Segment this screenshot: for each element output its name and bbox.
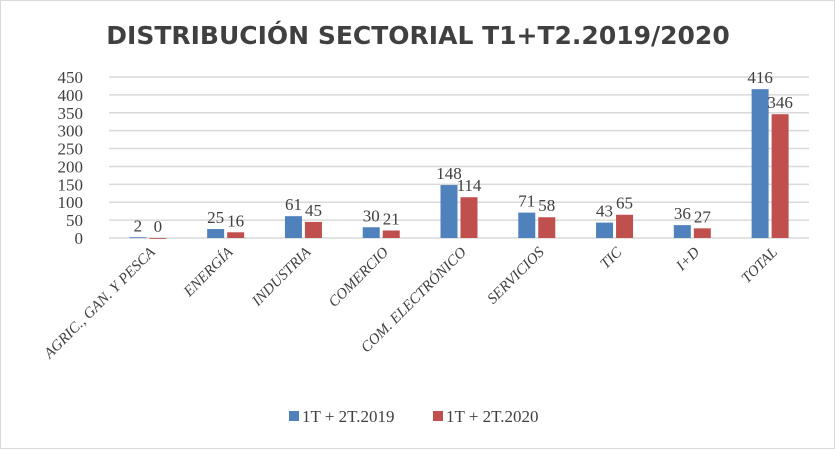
- data-label: 416: [747, 68, 773, 87]
- y-tick-label: 300: [58, 122, 84, 141]
- category-label: AGRIC., GAN. Y PESCA: [41, 244, 160, 363]
- category-label: COMERCIO: [326, 244, 392, 310]
- bar-2019: [596, 222, 614, 238]
- y-tick-label: 200: [58, 157, 84, 176]
- bar-2020: [382, 230, 400, 238]
- y-tick-label: 350: [58, 104, 84, 123]
- legend-swatch-2020: [433, 411, 443, 421]
- bar-2020: [149, 238, 167, 239]
- y-tick-label: 150: [58, 175, 84, 194]
- data-label: 25: [207, 208, 224, 227]
- y-tick-label: 50: [66, 211, 83, 230]
- bar-2019: [129, 237, 147, 239]
- category-label: TOTAL: [739, 245, 781, 287]
- bar-2020: [227, 232, 245, 238]
- data-label: 36: [674, 204, 691, 223]
- bar-2019: [751, 89, 769, 238]
- legend-label: 1T + 2T.2019: [302, 407, 395, 426]
- data-label: 21: [383, 209, 400, 228]
- bar-2019: [207, 229, 225, 238]
- bar-2019: [362, 227, 380, 238]
- bar-2019: [673, 225, 691, 238]
- category-label: I+D: [673, 244, 703, 274]
- bar-2020: [304, 221, 322, 238]
- bar-2019: [440, 185, 458, 238]
- category-label: SERVICIOS: [485, 244, 548, 307]
- legend-swatch-2019: [289, 411, 299, 421]
- data-label: 0: [154, 217, 163, 236]
- data-label: 71: [518, 192, 535, 211]
- data-label: 27: [694, 207, 712, 226]
- data-label: 114: [457, 176, 482, 195]
- data-label: 58: [538, 196, 555, 215]
- legend-label: 1T + 2T.2020: [446, 407, 539, 426]
- chart-title: DISTRIBUCIÓN SECTORIAL T1+T2.2019/2020: [106, 20, 729, 50]
- y-tick-label: 100: [58, 193, 84, 212]
- data-label: 65: [616, 194, 633, 213]
- y-tick-label: 400: [58, 86, 84, 105]
- bar-2020: [693, 228, 711, 238]
- bar-2020: [538, 217, 556, 238]
- category-label: INDUSTRIA: [249, 244, 315, 310]
- data-label: 2: [134, 216, 143, 235]
- bar-2020: [616, 214, 634, 238]
- bar-2020: [460, 197, 478, 238]
- data-label: 30: [363, 206, 380, 225]
- data-label: 43: [596, 202, 613, 221]
- data-label: 45: [305, 201, 322, 220]
- data-label: 346: [767, 93, 793, 112]
- data-label: 61: [285, 195, 302, 214]
- category-label: TIC: [598, 244, 627, 273]
- bar-2019: [518, 212, 536, 238]
- y-tick-label: 250: [58, 140, 84, 159]
- data-label: 148: [436, 164, 462, 183]
- bar-2019: [284, 216, 302, 238]
- category-label: ENERGÍA: [180, 243, 238, 301]
- y-tick-label: 450: [58, 68, 84, 87]
- bar-2020: [771, 114, 789, 238]
- y-tick-label: 0: [75, 229, 84, 248]
- data-label: 16: [227, 211, 244, 230]
